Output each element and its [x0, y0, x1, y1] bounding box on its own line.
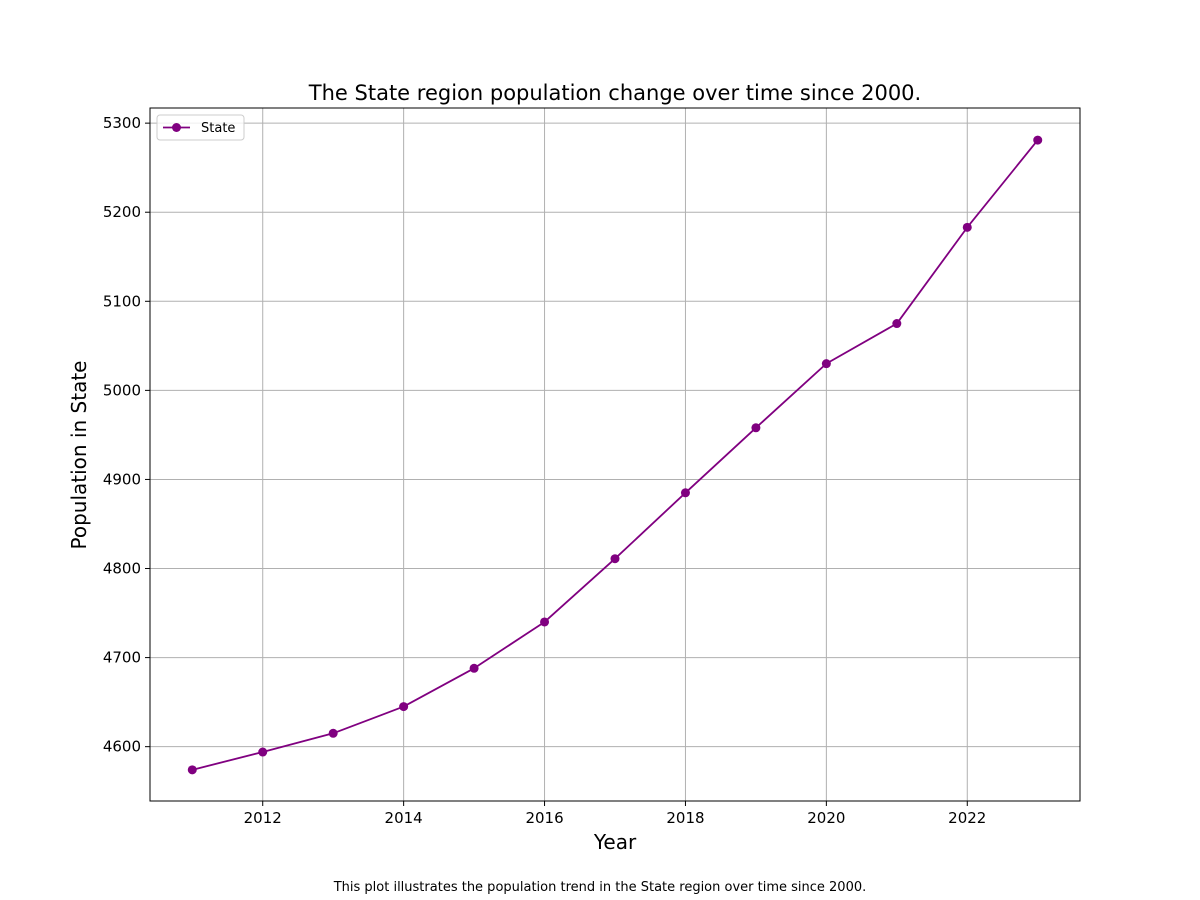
- legend-box: [156, 114, 245, 141]
- y-axis-label: Population in State: [67, 361, 91, 550]
- legend: State: [156, 114, 245, 141]
- series-layer: [187, 135, 1043, 775]
- x-tick-label: 2012: [244, 809, 282, 827]
- x-tick-label: 2018: [666, 809, 704, 827]
- x-tick-label: 2020: [807, 809, 845, 827]
- data-point: [258, 747, 268, 757]
- y-tick-label: 4900: [103, 470, 141, 488]
- y-tick-label: 4600: [103, 738, 141, 756]
- plot-area-frame: [149, 107, 1081, 802]
- data-point: [892, 319, 902, 329]
- data-point: [610, 554, 620, 564]
- data-point: [399, 702, 409, 712]
- y-tick-label: 4700: [103, 649, 141, 667]
- y-tick-label: 5000: [103, 381, 141, 399]
- x-axis-label: Year: [593, 830, 637, 854]
- data-point: [962, 222, 972, 232]
- y-axis-ticks: 4600 4700 4800 4900 5000 5100 5200 5300: [103, 114, 150, 756]
- chart-title: The State region population change over …: [308, 81, 921, 105]
- x-tick-label: 2022: [948, 809, 986, 827]
- x-axis-ticks: 2012 2014 2016 2018 2020 2022: [244, 801, 986, 827]
- figure-caption: This plot illustrates the population tre…: [333, 880, 867, 895]
- data-point: [821, 359, 831, 369]
- legend-marker-icon: [172, 123, 181, 132]
- data-point: [540, 617, 550, 627]
- y-tick-label: 5300: [103, 114, 141, 132]
- x-tick-label: 2016: [525, 809, 563, 827]
- legend-label: State: [201, 121, 235, 136]
- y-tick-label: 5100: [103, 292, 141, 310]
- data-point: [328, 728, 338, 738]
- grid-lines: [150, 108, 1080, 801]
- data-point: [751, 423, 761, 433]
- y-tick-label: 5200: [103, 203, 141, 221]
- data-point: [469, 663, 479, 673]
- y-tick-label: 4800: [103, 560, 141, 578]
- x-tick-label: 2014: [385, 809, 423, 827]
- data-point: [1033, 135, 1043, 145]
- data-point: [187, 765, 197, 775]
- data-point: [680, 488, 690, 498]
